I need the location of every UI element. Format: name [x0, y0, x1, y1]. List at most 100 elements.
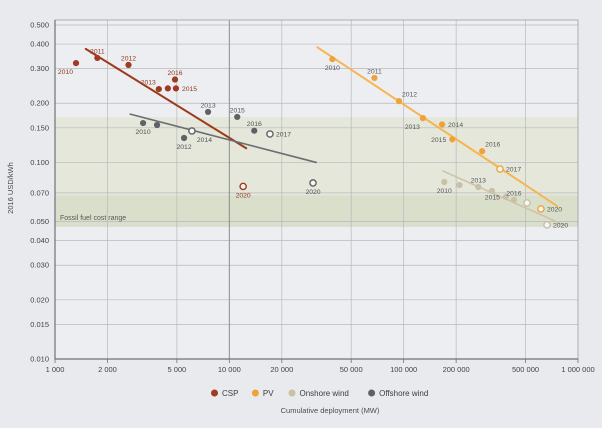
year-label-csp-2011: 2011	[90, 48, 105, 55]
year-label-offshore-wind-2020: 2020	[305, 189, 320, 196]
y-tick-label: 0.050	[30, 217, 49, 226]
point-offshore-wind-2014	[188, 127, 196, 135]
legend-swatch	[288, 389, 296, 397]
y-tick-label: 0.400	[30, 40, 49, 49]
x-tick-label: 100 000	[390, 365, 417, 374]
y-tick-label: 0.010	[30, 355, 49, 364]
year-label-pv-2020: 2020	[547, 206, 562, 213]
legend: CSP PV Onshore wind Offshore wind	[211, 389, 428, 398]
fossil-band-label: Fossil fuel cost range	[60, 215, 126, 222]
year-label-offshore-wind-2013: 2013	[200, 102, 215, 109]
year-label-pv-2015: 2015	[431, 137, 446, 144]
y-tick-label: 0.100	[30, 158, 49, 167]
y-tick-label: 0.200	[30, 99, 49, 108]
point-csp-2012	[125, 61, 132, 69]
year-label-offshore-wind-2017: 2017	[276, 131, 291, 138]
legend-item-csp: CSP	[211, 389, 238, 398]
point-onshore-wind	[488, 187, 496, 195]
year-label-pv-2014: 2014	[448, 122, 463, 129]
year-label-offshore-wind-2015: 2015	[230, 107, 245, 114]
year-label-onshore-wind-2010: 2010	[437, 188, 452, 195]
plot-border	[54, 19, 579, 363]
point-offshore-wind-2017	[266, 130, 274, 138]
x-tick-label: 5 000	[167, 365, 186, 374]
point-csp-2015	[172, 85, 180, 92]
point-pv-2013	[419, 115, 427, 122]
legend-item-onshore-wind: Onshore wind	[288, 389, 349, 398]
year-label-offshore-wind-2016: 2016	[247, 121, 262, 128]
year-label-onshore-wind-2016: 2016	[506, 190, 521, 197]
legend-swatch	[211, 389, 218, 397]
point-csp-2020	[239, 182, 247, 191]
trend-line-csp	[84, 47, 248, 150]
point-onshore-wind-2010	[441, 178, 448, 186]
point-pv-2012	[395, 98, 403, 105]
point-offshore-wind-2010	[139, 119, 147, 127]
year-label-onshore-wind-2013: 2013	[471, 177, 486, 184]
legend-label: PV	[263, 389, 274, 398]
axis-tick-labels: 0.500 0.400 0.300 0.200 0.150 0.100 0.070 0.050…	[30, 21, 594, 375]
point-pv-2010	[329, 56, 336, 63]
x-tick-label: 10 000	[218, 365, 241, 374]
point-pv-2011	[371, 74, 378, 82]
year-label-pv-2012: 2012	[402, 92, 417, 99]
year-label-onshore-wind-2015: 2015	[485, 194, 500, 201]
point-onshore-wind-2016	[510, 196, 518, 204]
x-tick-label: 20 000	[270, 365, 293, 374]
point-csp-2016	[171, 76, 179, 83]
year-label-pv-2016: 2016	[485, 142, 500, 149]
legend-swatch	[251, 389, 259, 397]
legend-label: Onshore wind	[300, 389, 349, 398]
point-csp-2010	[72, 60, 80, 67]
point-pv-2014	[438, 121, 446, 128]
point-csp	[164, 85, 171, 92]
year-label-csp-2012: 2012	[121, 55, 136, 62]
year-label-csp-2016: 2016	[167, 70, 182, 77]
year-label-offshore-wind-2014: 2014	[197, 137, 212, 144]
point-csp-2013	[155, 86, 162, 93]
point-offshore-wind-2012	[180, 134, 188, 142]
point-offshore-wind	[153, 121, 161, 129]
point-pv-2015	[449, 136, 456, 143]
point-onshore-wind-2015	[502, 193, 510, 200]
year-label-csp-2010: 2010	[58, 69, 73, 76]
trend-line-offshore-wind	[129, 113, 318, 164]
point-offshore-wind-2020	[309, 179, 317, 187]
point-offshore-wind-2015	[234, 113, 241, 121]
y-tick-label: 0.150	[30, 123, 49, 132]
point-pv-2016	[479, 148, 486, 155]
x-tick-label: 50 000	[340, 365, 363, 374]
x-tick-label: 1 000 000	[561, 365, 594, 374]
y-tick-label: 0.300	[30, 64, 49, 73]
x-axis-title: Cumulative deployment (MW)	[281, 406, 380, 415]
year-label-pv-2010: 2010	[325, 65, 340, 72]
point-offshore-wind-2013	[204, 108, 212, 116]
year-label-csp-2015: 2015	[182, 86, 197, 93]
fossil-fuel-band	[55, 117, 578, 227]
point-offshore-wind-2016	[251, 127, 258, 134]
legend-item-offshore-wind: Offshore wind	[368, 389, 428, 398]
x-tick-label: 1 000	[46, 365, 65, 374]
year-label-csp-2020: 2020	[236, 192, 251, 199]
x-tick-label: 500 000	[512, 365, 539, 374]
point-pv-2020	[537, 205, 545, 213]
point-onshore-wind-2020	[543, 221, 551, 229]
year-label-pv-2017: 2017	[506, 167, 521, 174]
y-tick-label: 0.500	[30, 21, 49, 30]
y-tick-label: 0.020	[30, 295, 49, 304]
y-tick-label: 0.040	[30, 236, 49, 245]
y-tick-label: 0.015	[30, 320, 49, 329]
point-csp-2011	[94, 54, 101, 62]
legend-label: CSP	[222, 389, 238, 398]
legend-item-pv: PV	[251, 389, 274, 398]
year-label-pv-2011: 2011	[367, 68, 382, 75]
year-label-offshore-wind-2012: 2012	[177, 144, 192, 151]
x-tick-label: 2 000	[98, 365, 117, 374]
trend-line-pv	[316, 46, 559, 208]
year-label-pv-2013: 2013	[405, 124, 420, 131]
year-label-csp-2013: 2013	[141, 80, 156, 87]
point-onshore-wind	[523, 199, 531, 207]
